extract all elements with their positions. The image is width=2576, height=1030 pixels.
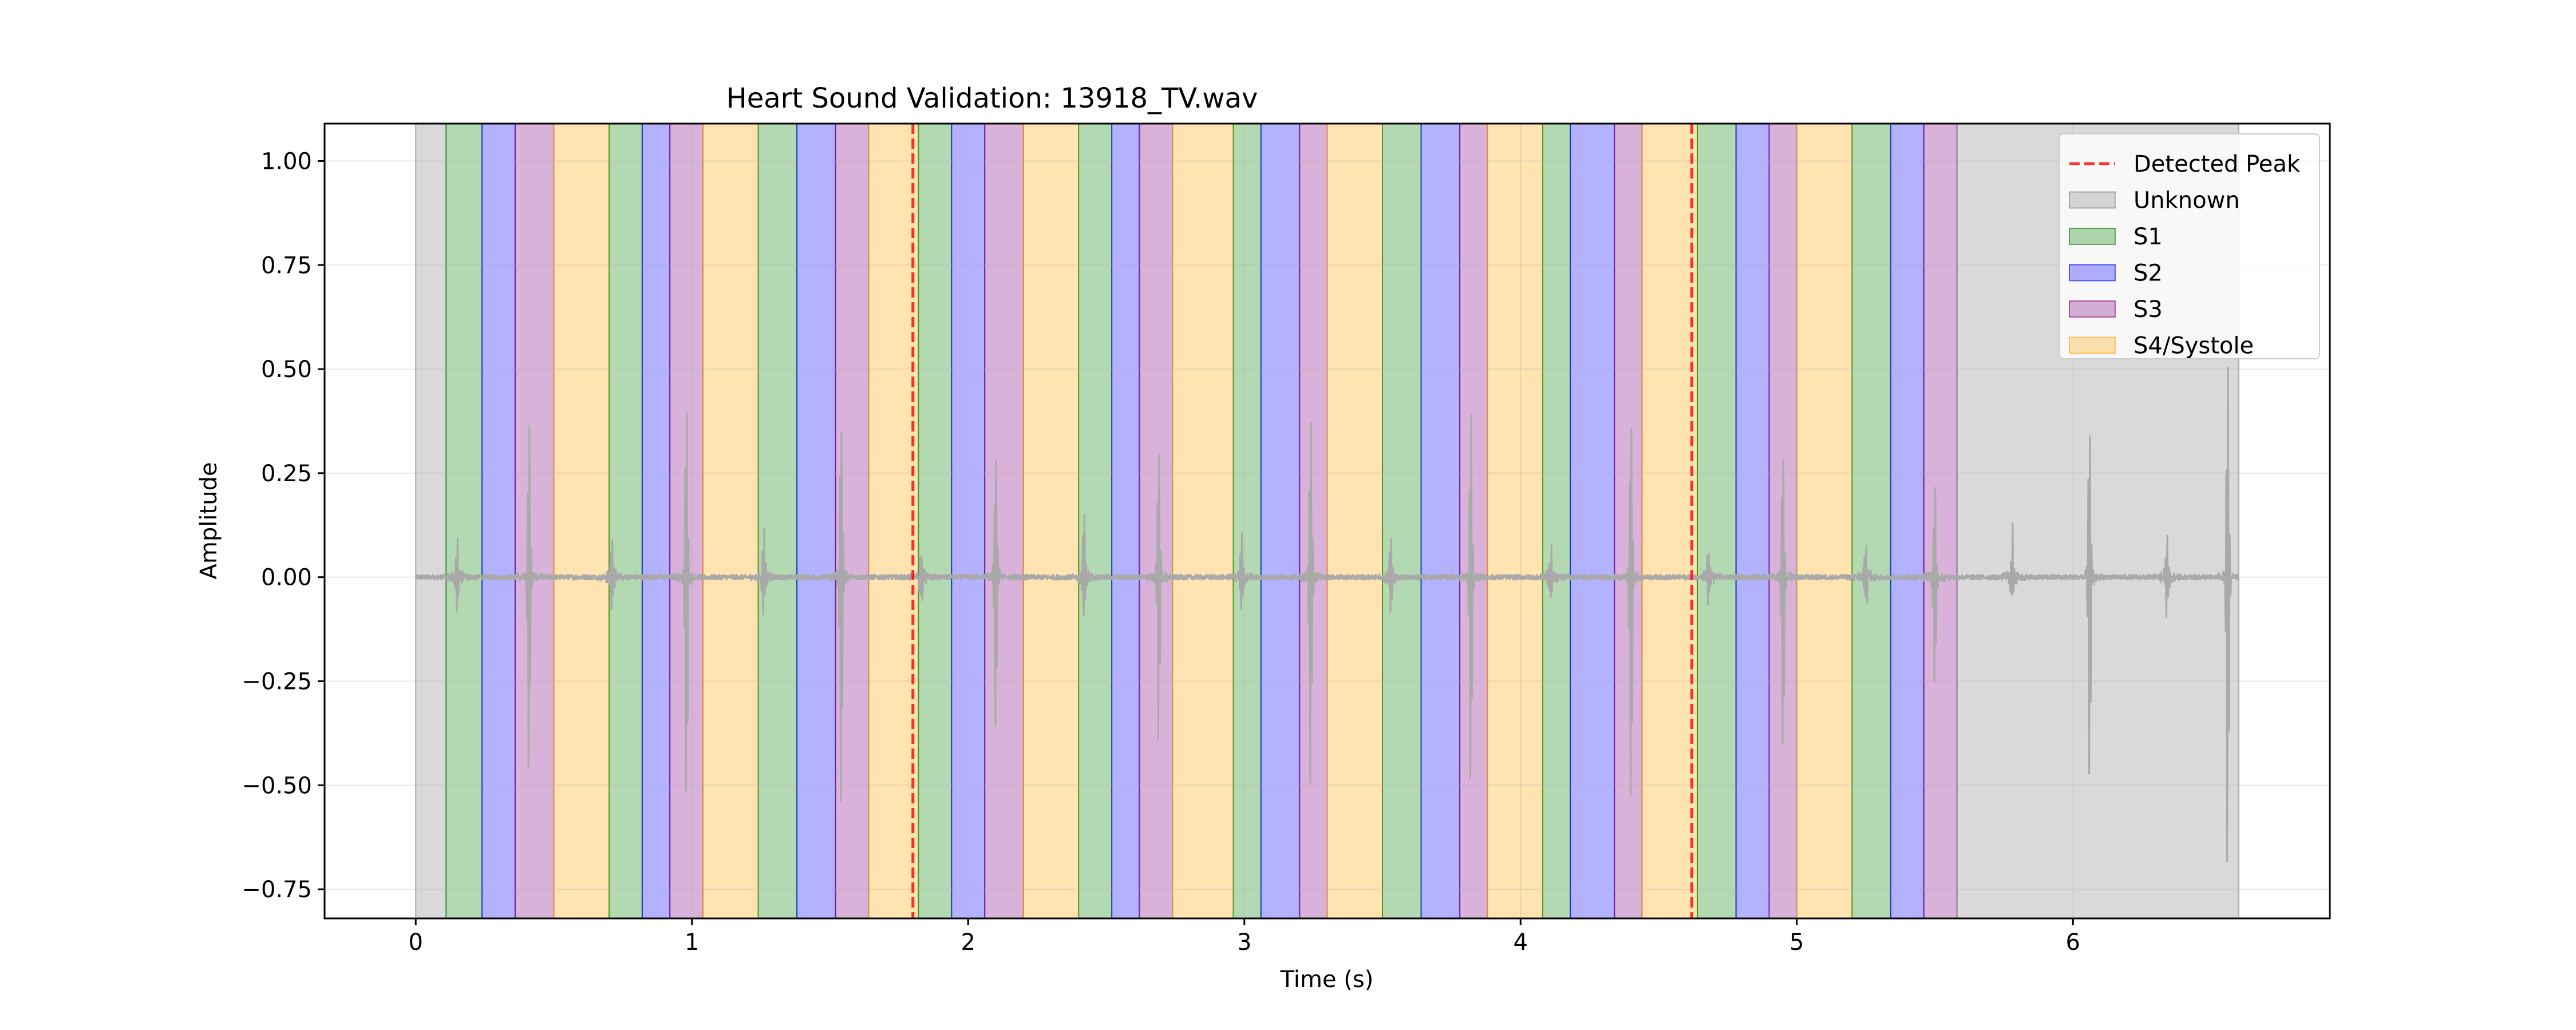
grid-lines (325, 124, 2330, 918)
x-tick-label-0: 0 (409, 929, 423, 956)
segment-s2-38 (1890, 123, 1925, 919)
segment-s1-33 (1697, 123, 1737, 919)
segment-s3-27 (1459, 123, 1488, 919)
legend-handle-s1 (2069, 228, 2116, 245)
legend-label-s2: S2 (2134, 260, 2163, 287)
legend: Detected Peak Unknown S1 S2 S3 S4/Systole (2059, 133, 2320, 359)
segment-s4-systole-32 (1641, 123, 1698, 919)
legend-label-s3: S3 (2134, 296, 2163, 323)
plot-frame (323, 122, 2331, 920)
y-tick-label-5: 0.50 (261, 356, 312, 383)
x-tick-label-4: 4 (1514, 929, 1528, 956)
segment-s3-39 (1923, 123, 1958, 919)
legend-label-s1: S1 (2134, 224, 2163, 250)
segment-s1-13 (918, 123, 953, 919)
x-axis-title: Time (s) (1280, 966, 1374, 993)
y-tick-label-4: 0.25 (261, 461, 312, 487)
segment-s1-29 (1542, 123, 1571, 919)
segment-s4-systole-20 (1172, 123, 1234, 919)
segment-s2-10 (796, 123, 836, 919)
y-axis: −0.75 −0.50 −0.25 0.00 0.25 0.50 0.75 1.00 (242, 148, 325, 903)
segment-s1-37 (1851, 123, 1891, 919)
x-tick-label-3: 3 (1237, 929, 1251, 956)
segment-s1-21 (1232, 123, 1262, 919)
segment-s4-systole-16 (1022, 123, 1080, 919)
state-segments (415, 123, 2239, 919)
signal-waveform (414, 366, 2240, 862)
y-tick-label-3: 0.00 (261, 565, 312, 591)
y-tick-label-2: −0.25 (242, 668, 312, 695)
segment-unknown-0 (415, 123, 447, 919)
legend-label-unknown: Unknown (2134, 188, 2240, 214)
segment-s2-34 (1735, 123, 1770, 919)
audio-signal (414, 366, 2240, 862)
segment-s3-15 (984, 123, 1024, 919)
y-axis-title: Amplitude (196, 462, 222, 580)
segment-s4-systole-28 (1487, 123, 1543, 919)
y-tick-label-0: −0.75 (242, 877, 312, 903)
segment-s2-30 (1570, 123, 1615, 919)
segment-s3-23 (1299, 123, 1328, 919)
segment-s4-systole-24 (1326, 123, 1384, 919)
legend-handle-s3 (2069, 300, 2116, 318)
y-tick-label-7: 1.00 (261, 148, 312, 175)
segment-s4-systole-8 (702, 123, 759, 919)
segment-s2-6 (641, 123, 671, 919)
segment-s3-31 (1614, 123, 1643, 919)
segment-s1-5 (608, 123, 643, 919)
segment-s1-9 (757, 123, 798, 919)
segment-s2-22 (1260, 123, 1301, 919)
segment-s4-systole-12 (868, 123, 919, 919)
legend-label-s4-systole: S4/Systole (2134, 333, 2254, 359)
y-tick-label-6: 0.75 (261, 252, 312, 279)
legend-handle-s2 (2069, 264, 2116, 282)
y-tick-label-1: −0.50 (242, 772, 312, 799)
legend-handle-unknown (2069, 191, 2116, 209)
x-tick-label-2: 2 (961, 929, 975, 956)
plot-area (323, 122, 2331, 920)
x-axis: 0 1 2 3 4 5 6 (409, 918, 2080, 956)
segment-s3-3 (514, 123, 555, 919)
segment-s1-1 (445, 123, 483, 919)
segment-s4-systole-36 (1796, 123, 1853, 919)
x-tick-label-1: 1 (685, 929, 699, 956)
x-tick-label-5: 5 (1789, 929, 1804, 956)
legend-handle-s4-systole (2069, 336, 2116, 354)
detected-peaks (911, 124, 1693, 918)
segment-s4-systole-4 (553, 123, 610, 919)
segment-s2-2 (481, 123, 516, 919)
legend-box (2059, 133, 2320, 359)
segment-s3-19 (1139, 123, 1174, 919)
x-tick-label-6: 6 (2066, 929, 2080, 956)
legend-label-detected-peak: Detected Peak (2134, 151, 2301, 177)
segment-s1-25 (1382, 123, 1422, 919)
segment-s2-18 (1111, 123, 1140, 919)
segment-s2-26 (1420, 123, 1461, 919)
chart-title: Heart Sound Validation: 13918_TV.wav (726, 82, 1258, 114)
